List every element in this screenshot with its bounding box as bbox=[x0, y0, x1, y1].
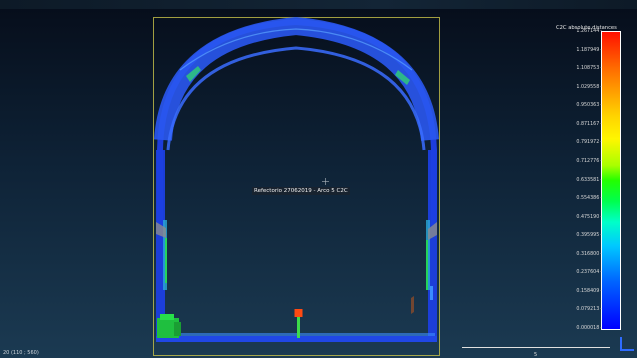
center-post bbox=[297, 316, 300, 338]
color-scale-tick: 0.554386 bbox=[576, 196, 602, 202]
arch-left-fleck bbox=[186, 66, 201, 82]
entity-label: Refectorio 27062019 - Arco 5 C2C bbox=[252, 187, 350, 195]
axis-trihedron-icon bbox=[620, 337, 634, 351]
right-wall-green-strip bbox=[426, 240, 428, 290]
arch-band bbox=[154, 16, 439, 141]
color-scale-tick: 0.395995 bbox=[576, 233, 602, 239]
arch-right-fleck bbox=[395, 70, 410, 85]
color-scale-tick: 0.871167 bbox=[576, 122, 602, 128]
toolbar-strip bbox=[0, 0, 637, 9]
arch-inner-edge bbox=[166, 46, 426, 151]
color-scale-tick: 0.475190 bbox=[576, 215, 602, 221]
color-scale-tick: 1.267144 bbox=[576, 29, 602, 35]
color-scale-tick: 1.187949 bbox=[576, 48, 602, 54]
right-side-marks bbox=[411, 296, 414, 314]
color-scale-tick: 0.316800 bbox=[576, 252, 602, 258]
color-scale-tick: 0.000018 bbox=[576, 326, 602, 332]
right-side-blue-marks bbox=[430, 286, 433, 300]
left-bottom-object-top bbox=[160, 314, 174, 320]
left-wall-capital bbox=[156, 222, 166, 238]
floor-line bbox=[156, 336, 437, 342]
left-bottom-object-side bbox=[174, 322, 181, 336]
scale-ruler-line bbox=[462, 347, 610, 348]
scale-ruler: 5 bbox=[462, 345, 610, 358]
color-scale-tick: 0.633581 bbox=[576, 178, 602, 184]
color-scale-tick: 0.079213 bbox=[576, 307, 602, 313]
scale-ruler-label: 5 bbox=[534, 352, 538, 358]
color-scale-tick: 0.237604 bbox=[576, 270, 602, 276]
center-post-top bbox=[294, 309, 303, 317]
arch-highlight bbox=[179, 28, 413, 71]
color-scale-tick: 1.029558 bbox=[576, 85, 602, 91]
color-scale-tick: 1.108753 bbox=[576, 66, 602, 72]
color-scale-tick: 0.712776 bbox=[576, 159, 602, 165]
color-scale-tick: 0.158409 bbox=[576, 289, 602, 295]
color-scale-bar bbox=[601, 31, 621, 330]
color-scale-tick: 0.791972 bbox=[576, 140, 602, 146]
color-scale-ticks: 1.267144 1.187949 1.108753 1.029558 0.950363… bbox=[540, 29, 602, 332]
coordinate-readout: 20 (110 ; 560) bbox=[3, 350, 39, 356]
color-scale-title: C2C absolute distances bbox=[556, 25, 617, 31]
right-wall-capital bbox=[428, 222, 437, 240]
color-scale-tick: 0.950363 bbox=[576, 103, 602, 109]
left-wall-green-strip bbox=[165, 238, 167, 283]
left-bottom-object bbox=[157, 318, 179, 338]
left-wall bbox=[156, 150, 165, 340]
right-wall bbox=[428, 150, 437, 340]
crosshair-cursor-icon bbox=[322, 178, 329, 185]
